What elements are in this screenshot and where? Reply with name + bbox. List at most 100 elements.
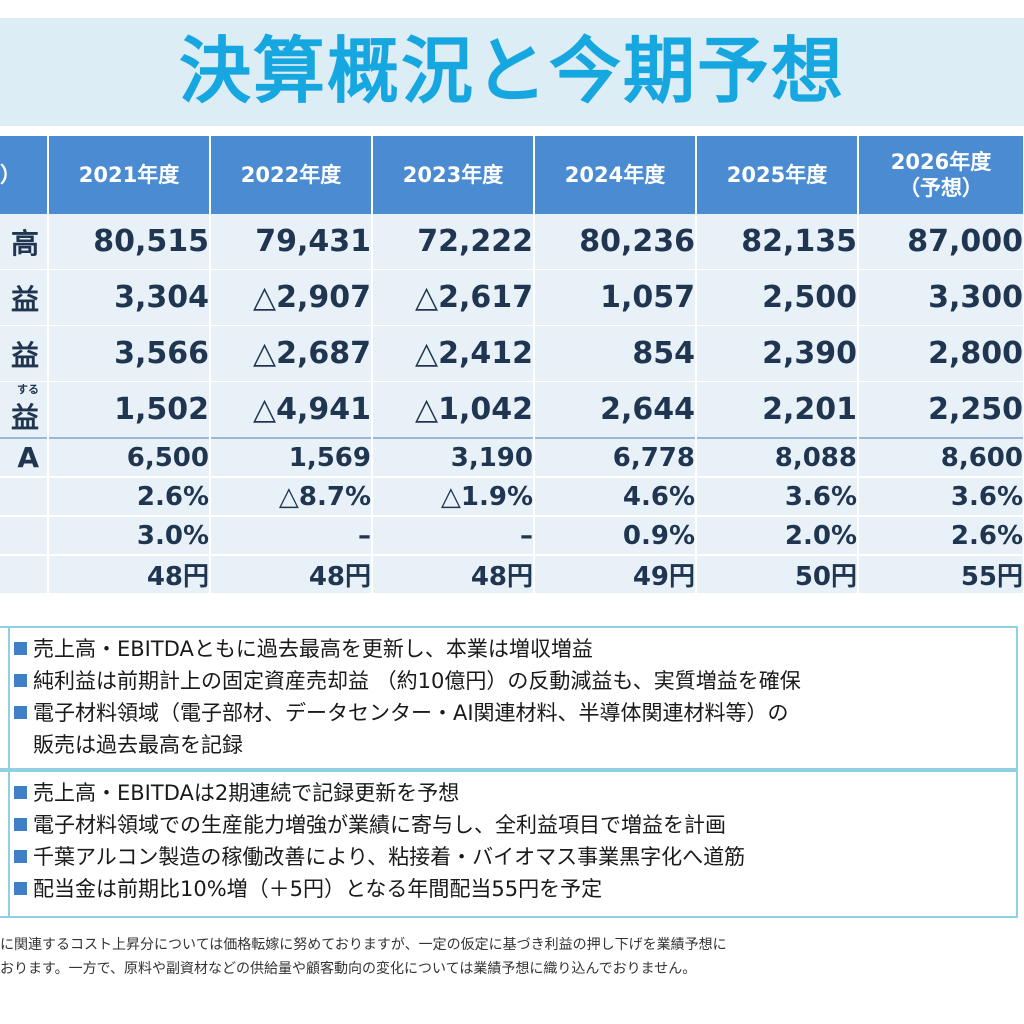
table-cell: 2,500 [696,269,859,326]
financial-table: ） 2021年度 2022年度 2023年度 2024年度 2025年度 202… [0,136,1024,595]
table-header-row: ） 2021年度 2022年度 2023年度 2024年度 2025年度 202… [0,136,1024,214]
table-cell: 2,800 [858,325,1024,382]
forecast-summary-box: 売上高・EBITDAは2期連続で記録更新を予想 電子材料領域での生産能力増強が業… [0,770,1018,918]
table-cell: △2,687 [210,325,373,382]
table-cell: 3.6% [858,477,1024,517]
table-cell: 2.0% [696,516,859,556]
row-label: する益 [0,381,49,439]
row-label: A [0,437,49,478]
bullet-continuation: 販売は過去最高を記録 [33,733,243,757]
table-row: する益 1,502 △4,941 △1,042 2,644 2,201 2,250 [0,381,1024,439]
footnote-line: おります。一方で、原料や副資材などの供給量や顧客動向の変化については業績予想に織… [0,961,697,977]
row-label: 益 [0,325,49,382]
bullet-item: 千葉アルコン製造の稼働改善により、粘接着・バイオマス事業黒字化へ道筋 [14,842,745,872]
table-cell: 48円 [210,555,373,595]
header-year: 2021年度 [48,136,211,214]
table-cell: 2.6% [858,516,1024,556]
table-cell: 3,300 [858,269,1024,326]
table-cell: 3.0% [48,516,211,556]
header-year: 2024年度 [534,136,697,214]
table-cell: 8,600 [858,437,1024,478]
table-cell: △4,941 [210,381,373,439]
table-cell: 82,135 [696,214,859,270]
table-cell: 49円 [534,555,697,595]
table-cell: 2.6% [48,477,211,517]
table-cell: 2,390 [696,325,859,382]
table-cell: 0.9% [534,516,697,556]
box-divider [8,628,10,768]
table-row: 益 3,566 △2,687 △2,412 854 2,390 2,800 [0,325,1024,382]
row-label-text: 高 [10,226,39,260]
row-label-small: する [17,382,39,396]
row-label-text: 益 [10,338,39,372]
table-row: 高 80,515 79,431 72,222 80,236 82,135 87,000 [0,214,1024,270]
bullet-item: 配当金は前期比10%増（＋5円）となる年間配当55円を予定 [14,874,602,904]
table-cell: 3,190 [372,437,535,478]
header-forecast-year: 2026年度 （予想） [858,136,1024,214]
table-cell: 2,644 [534,381,697,439]
square-bullet-icon [14,674,27,687]
table-row: 2.6% △8.7% △1.9% 4.6% 3.6% 3.6% [0,477,1024,517]
square-bullet-icon [14,882,27,895]
table-cell: 87,000 [858,214,1024,270]
table-cell: 48円 [48,555,211,595]
table-cell: △2,907 [210,269,373,326]
table-row: 益 3,304 △2,907 △2,617 1,057 2,500 3,300 [0,269,1024,326]
forecast-note: （予想） [899,176,983,200]
title-band [0,18,1024,126]
row-label [0,477,49,517]
table-cell: – [372,516,535,556]
table-cell: 50円 [696,555,859,595]
table-cell: △1,042 [372,381,535,439]
row-label-text: A [17,441,39,474]
table-cell: 55円 [858,555,1024,595]
row-label: 益 [0,269,49,326]
table-cell: 2,201 [696,381,859,439]
table-cell: △2,617 [372,269,535,326]
table-cell: 3,566 [48,325,211,382]
table-row: A 6,500 1,569 3,190 6,778 8,088 8,600 [0,437,1024,478]
square-bullet-icon [14,850,27,863]
header-year: 2022年度 [210,136,373,214]
box-divider [8,772,10,916]
table-cell: 2,250 [858,381,1024,439]
header-label: ） [0,136,49,214]
table-row: 3.0% – –0.9% 2.0% 2.6% [0,516,1024,556]
square-bullet-icon [14,818,27,831]
header-year: 2023年度 [372,136,535,214]
table-cell: 6,500 [48,437,211,478]
bullet-item: 売上高・EBITDAは2期連続で記録更新を予想 [14,778,459,808]
row-label: 高 [0,214,49,270]
table-cell: 3,304 [48,269,211,326]
table-cell: – [210,516,373,556]
table-cell: 8,088 [696,437,859,478]
table-cell: 854 [534,325,697,382]
forecast-year-label: 2026年度 [890,150,992,174]
table-cell: 1,569 [210,437,373,478]
table-cell: 48円 [372,555,535,595]
bullet-item: 電子材料領域での生産能力増強が業績に寄与し、全利益項目で増益を計画 [14,810,726,840]
bullet-item: 純利益は前期計上の固定資産売却益 （約10億円）の反動減益も、実質増益を確保 [14,666,801,696]
row-label-text: 益 [10,282,39,316]
table-cell: 80,515 [48,214,211,270]
square-bullet-icon [14,642,27,655]
header-year: 2025年度 [696,136,859,214]
table-cell: 1,057 [534,269,697,326]
table-cell: 79,431 [210,214,373,270]
square-bullet-icon [14,706,27,719]
table-cell: △1.9% [372,477,535,517]
table-cell: 1,502 [48,381,211,439]
table-row: 48円 48円 48円 49円 50円 55円 [0,555,1024,595]
row-label [0,555,49,595]
table-cell: 3.6% [696,477,859,517]
square-bullet-icon [14,786,27,799]
page-title: 決算概況と今期予想 [178,29,845,113]
table-cell: 6,778 [534,437,697,478]
row-label [0,516,49,556]
table-cell: △8.7% [210,477,373,517]
bullet-item: 電子材料領域（電子部材、データセンター・AI関連材料、半導体関連材料等）の [14,698,789,728]
table-cell: 4.6% [534,477,697,517]
table-cell: △2,412 [372,325,535,382]
row-label-text: 益 [10,400,39,434]
table-cell: 72,222 [372,214,535,270]
